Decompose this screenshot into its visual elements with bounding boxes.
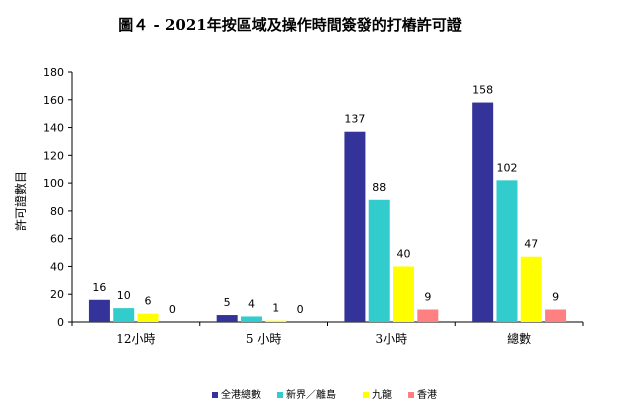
bar-0-2 (344, 131, 366, 322)
data-label: 6 (145, 295, 152, 308)
bar-2-1 (265, 320, 287, 322)
legend: 全港總數 新界／離島 九龍 香港 (212, 388, 437, 401)
y-tick-label: 0 (57, 316, 64, 329)
data-label: 16 (92, 281, 106, 294)
x-category-label: 3小時 (376, 332, 408, 346)
y-tick-label: 120 (43, 149, 64, 162)
x-category-label: 5 小時 (246, 332, 281, 346)
bar-1-1 (240, 316, 262, 322)
bar-0-3 (472, 102, 494, 322)
legend-swatch (277, 392, 283, 398)
data-label: 47 (524, 238, 538, 251)
data-label: 4 (248, 297, 255, 310)
bar-1-3 (496, 180, 518, 322)
bars-group (88, 102, 567, 322)
bar-1-2 (368, 199, 390, 322)
data-label: 9 (424, 291, 431, 304)
x-category-label: 12小時 (116, 332, 155, 346)
y-tick-label: 160 (43, 94, 64, 107)
data-label: 1 (272, 302, 279, 315)
chart-title: 圖４ - 2021年按區域及操作時間簽發的打樁許可證 (118, 16, 462, 34)
legend-swatch (212, 392, 218, 398)
y-tick-label: 40 (50, 260, 64, 273)
data-label: 9 (552, 291, 559, 304)
y-axis-label: 許可證數目 (13, 171, 28, 231)
y-tick-label: 60 (50, 233, 64, 246)
data-label: 102 (496, 161, 517, 174)
bar-1-0 (113, 308, 135, 322)
bar-3-3 (545, 309, 567, 322)
legend-swatch (408, 392, 414, 398)
data-label: 137 (344, 113, 365, 126)
legend-label: 香港 (417, 389, 437, 401)
data-label: 0 (297, 303, 304, 316)
y-tick-label: 180 (43, 66, 64, 79)
data-label: 10 (117, 289, 131, 302)
legend-swatch (363, 392, 369, 398)
data-label: 158 (472, 84, 493, 97)
bar-2-2 (393, 266, 415, 322)
y-tick-label: 80 (50, 205, 64, 218)
legend-label: 新界／離島 (286, 388, 336, 401)
bar-0-1 (216, 315, 238, 322)
bar-0-0 (88, 299, 110, 322)
data-label: 40 (397, 247, 411, 260)
y-tick-label: 100 (43, 177, 64, 190)
data-label: 0 (169, 303, 176, 316)
bar-3-2 (417, 309, 439, 322)
legend-label: 全港總數 (221, 388, 261, 401)
x-category-label: 總數 (507, 331, 531, 346)
y-tick-label: 20 (50, 288, 64, 301)
data-label: 88 (372, 181, 386, 194)
y-tick-label: 140 (43, 122, 64, 135)
legend-label: 九龍 (372, 388, 392, 401)
data-label: 5 (224, 296, 231, 309)
bar-2-3 (520, 256, 542, 322)
bar-2-0 (137, 313, 159, 322)
